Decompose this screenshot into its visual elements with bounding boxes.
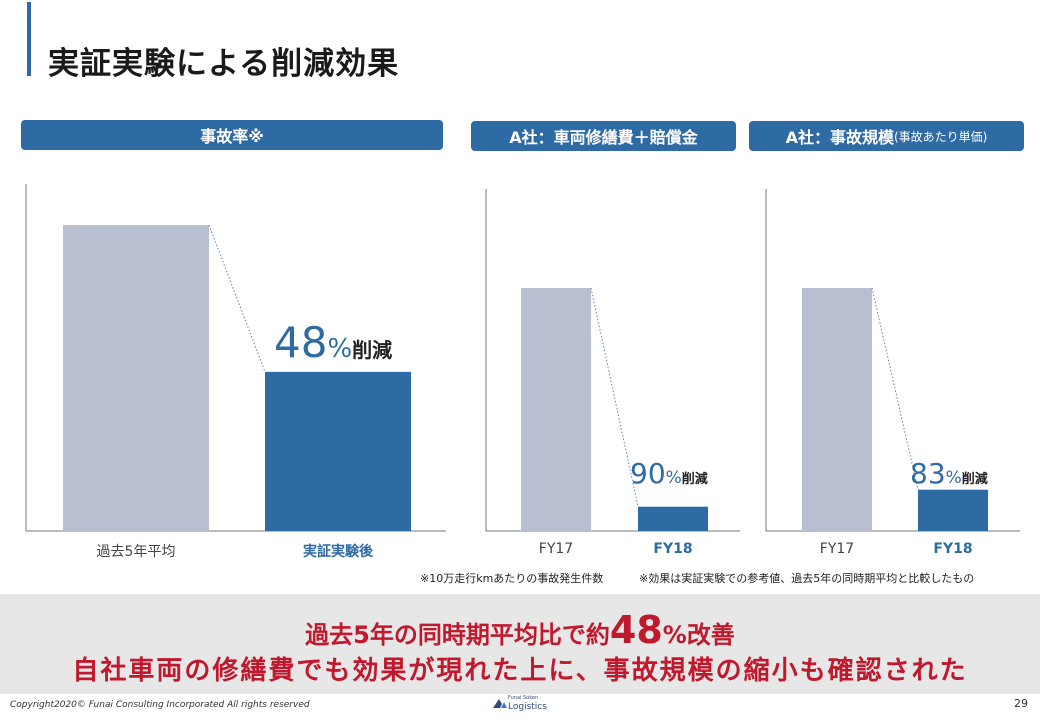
chart2-bar-before [521,288,591,531]
chart1-connector-line [208,224,266,373]
chart3-reduction-word: 削減 [961,472,988,487]
chart1-reduction-word: 削減 [352,338,393,362]
header-accident-scale-label: A社：事故規模 [785,128,894,147]
chart3-bar-before [802,288,872,531]
chart1-bar-after [265,371,411,531]
chart2-reduction-number: 90 [630,457,666,490]
chart2-reduction-percent: % [665,468,682,488]
footnote-accident-rate: ※10万走行kmあたりの事故発生件数 [420,572,604,585]
summary-line-2: 自社車両の修繕費でも効果が現れた上に、事故規模の縮小も確認された [72,656,968,686]
header-repair-cost-label: A社：車両修繕費＋賠償金 [509,128,698,147]
chart3-xlabel-after: FY18 [933,541,973,557]
page-title: 実証実験による削減効果 [48,46,400,82]
logo-line-2: Logistics [508,702,547,712]
chart2-connector-line [590,287,639,507]
logo-text: Funai Soken Logistics [508,694,547,712]
chart2-bar-after [638,506,708,531]
summary-line-1: 過去5年の同時期平均比で約48%改善 [0,608,1040,652]
logo-line-1: Funai Soken [508,695,539,701]
chart3-reduction-percent: % [945,468,962,488]
chart2-reduction-word: 削減 [681,472,708,487]
chart3-bar-after [918,489,988,531]
header-accident-scale: A社：事故規模 (事故あたり単価) [749,121,1024,151]
bar-charts [25,184,1020,532]
chart2-xlabel-after: FY18 [653,541,693,557]
chart3-xlabel-before: FY17 [819,541,855,557]
chart1-xlabel-before: 過去5年平均 [96,544,176,560]
summary-line-1-number: 48 [609,608,663,652]
company-logo: Funai Soken Logistics [492,694,547,712]
copyright-text: Copyright2020© Funai Consulting Incorpor… [10,700,310,710]
chart1-reduction-percent: % [327,334,353,364]
logo-mark-icon [493,699,507,708]
chart3-connector-line [871,287,919,490]
header-repair-cost: A社：車両修繕費＋賠償金 [471,121,736,151]
header-accident-rate-label: 事故率※ [200,127,264,146]
chart3-reduction-number: 83 [910,457,946,490]
chart1-reduction-number: 48 [274,318,328,367]
header-accident-scale-sub: (事故あたり単価) [894,129,988,144]
chart1-xlabel-after: 実証実験後 [303,544,373,560]
chart1-bar-before [63,225,209,531]
chart2-reduction-label: 90%削減 [630,457,708,490]
summary-line-1-pre: 過去5年の同時期平均比で約 [305,621,610,649]
chart1-reduction-label: 48%削減 [274,318,392,367]
chart2-xlabel-before: FY17 [538,541,574,557]
summary-band [0,594,1040,694]
title-accent-bar [27,2,31,76]
summary-line-1-post: %改善 [662,621,735,649]
chart3-reduction-label: 83%削減 [910,457,988,490]
header-accident-rate: 事故率※ [21,120,443,150]
footnote-reference: ※効果は実証実験での参考値、過去5年の同時期平均と比較したもの [639,572,975,585]
page-number: 29 [1014,697,1028,710]
